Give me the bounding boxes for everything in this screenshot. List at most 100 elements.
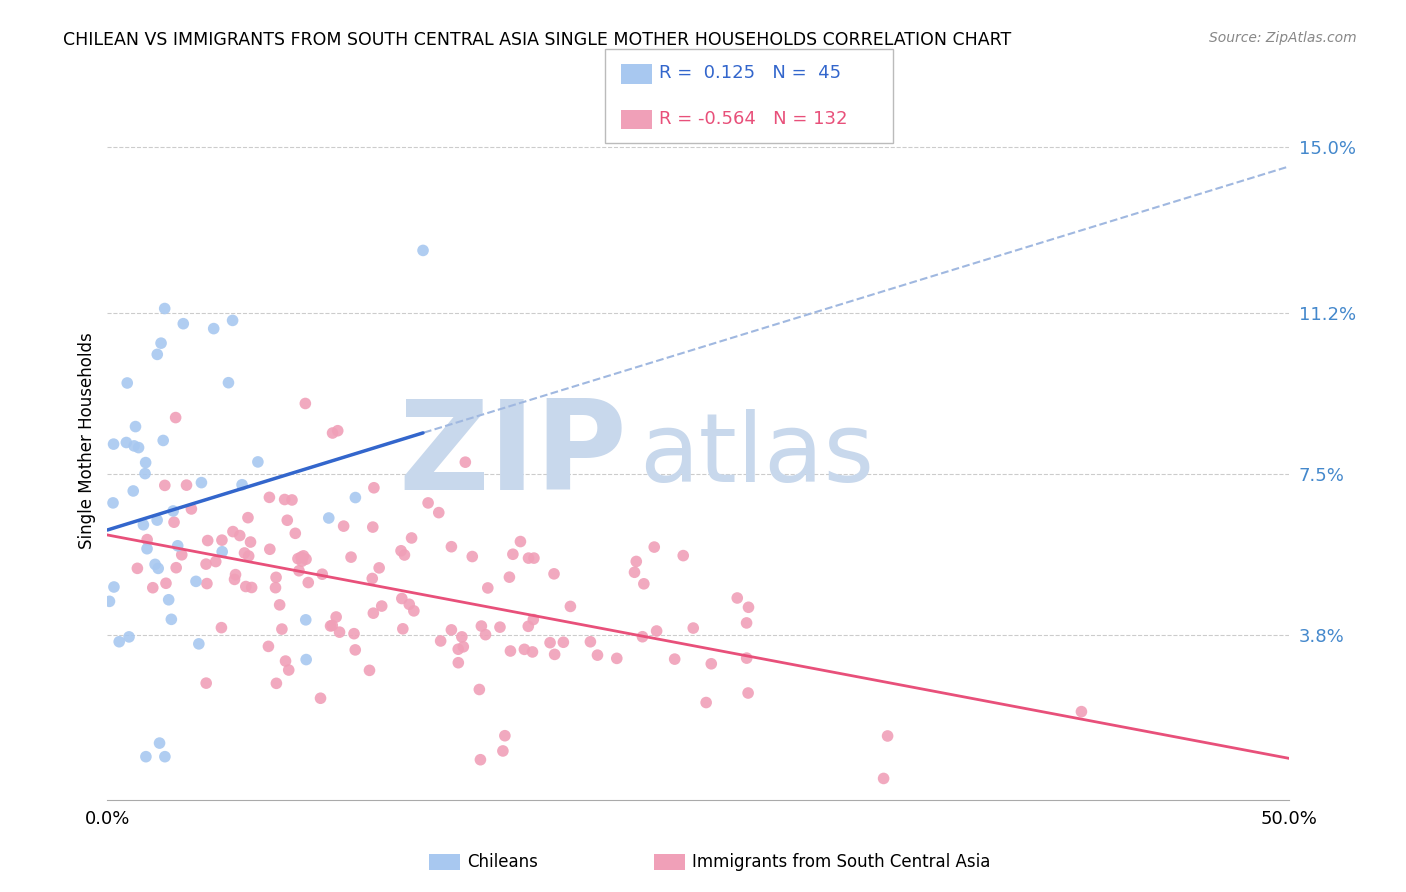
Point: [162, 504, 184, 518]
Text: ZIP: ZIP: [398, 395, 627, 516]
Point: [626, 554, 648, 568]
Point: [155, 576, 177, 591]
Point: [498, 570, 520, 584]
Point: [229, 528, 252, 542]
Point: [132, 517, 155, 532]
Point: [502, 547, 524, 561]
Point: [264, 581, 287, 595]
Point: [259, 542, 281, 557]
Point: [295, 552, 318, 566]
Point: [259, 491, 281, 505]
Point: [153, 478, 176, 492]
Y-axis label: Single Mother Households: Single Mother Households: [79, 333, 96, 549]
Point: [492, 744, 515, 758]
Point: [98, 594, 121, 608]
Point: [236, 510, 259, 524]
Point: [231, 477, 253, 491]
Point: [700, 657, 723, 671]
Point: [391, 591, 413, 606]
Point: [361, 572, 384, 586]
Point: [447, 642, 470, 657]
Point: [122, 483, 145, 498]
Point: [257, 640, 280, 654]
Point: [287, 551, 309, 566]
Point: [195, 576, 218, 591]
Point: [359, 664, 381, 678]
Point: [454, 455, 477, 469]
Point: [146, 513, 169, 527]
Point: [217, 376, 239, 390]
Point: [737, 686, 759, 700]
Point: [682, 621, 704, 635]
Point: [321, 618, 343, 632]
Point: [115, 376, 138, 390]
Text: Chileans: Chileans: [467, 853, 537, 871]
Point: [270, 622, 292, 636]
Point: [274, 654, 297, 668]
Point: [664, 652, 686, 666]
Point: [509, 534, 531, 549]
Point: [309, 691, 332, 706]
Point: [148, 561, 170, 575]
Point: [579, 634, 602, 648]
Point: [224, 573, 246, 587]
Point: [737, 600, 759, 615]
Point: [586, 648, 609, 662]
Point: [235, 580, 257, 594]
Point: [118, 630, 141, 644]
Point: [326, 424, 349, 438]
Point: [135, 749, 157, 764]
Text: Immigrants from South Central Asia: Immigrants from South Central Asia: [692, 853, 990, 871]
Point: [187, 637, 209, 651]
Point: [538, 636, 561, 650]
Text: Source: ZipAtlas.com: Source: ZipAtlas.com: [1209, 31, 1357, 45]
Point: [672, 549, 695, 563]
Point: [494, 729, 516, 743]
Point: [166, 539, 188, 553]
Point: [150, 336, 173, 351]
Point: [115, 435, 138, 450]
Point: [402, 604, 425, 618]
Point: [165, 560, 187, 574]
Point: [124, 419, 146, 434]
Point: [416, 496, 439, 510]
Point: [148, 736, 170, 750]
Point: [318, 511, 340, 525]
Point: [153, 749, 176, 764]
Point: [623, 566, 645, 580]
Point: [361, 520, 384, 534]
Point: [281, 492, 304, 507]
Point: [184, 574, 207, 589]
Point: [543, 566, 565, 581]
Point: [266, 676, 288, 690]
Point: [645, 624, 668, 638]
Point: [297, 575, 319, 590]
Point: [450, 630, 472, 644]
Point: [233, 546, 256, 560]
Point: [461, 549, 484, 564]
Point: [453, 640, 475, 654]
Point: [363, 606, 385, 620]
Point: [197, 533, 219, 548]
Point: [269, 598, 291, 612]
Point: [239, 535, 262, 549]
Point: [276, 513, 298, 527]
Point: [294, 613, 316, 627]
Point: [1070, 705, 1092, 719]
Text: R =  0.125   N =  45: R = 0.125 N = 45: [659, 64, 842, 82]
Point: [368, 561, 391, 575]
Point: [160, 612, 183, 626]
Point: [311, 567, 333, 582]
Point: [103, 437, 125, 451]
Point: [165, 410, 187, 425]
Point: [523, 551, 546, 566]
Point: [122, 439, 145, 453]
Point: [319, 619, 342, 633]
Point: [343, 626, 366, 640]
Point: [470, 619, 492, 633]
Point: [412, 244, 434, 258]
Point: [209, 621, 232, 635]
Point: [394, 548, 416, 562]
Point: [222, 524, 245, 539]
Point: [401, 531, 423, 545]
